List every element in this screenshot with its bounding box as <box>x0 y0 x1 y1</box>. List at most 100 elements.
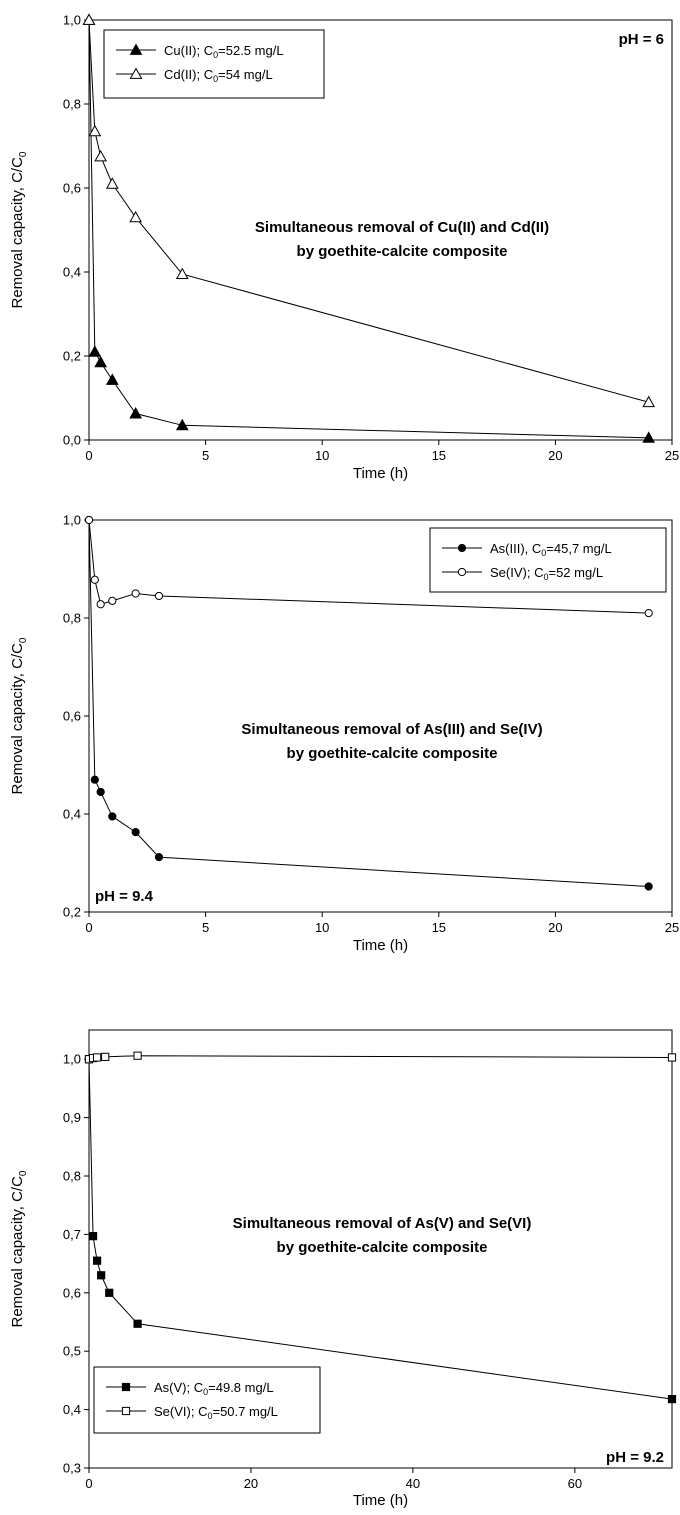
legend-entry: Cd(II); C0=54 mg/L <box>164 67 273 84</box>
ph-label: pH = 9.4 <box>95 888 154 905</box>
x-tick-label: 5 <box>202 448 209 463</box>
series-1-point <box>133 1319 142 1328</box>
x-tick-label: 15 <box>432 448 446 463</box>
x-tick-label: 0 <box>85 448 92 463</box>
series-1-point <box>154 853 164 862</box>
legend-box <box>93 1366 321 1434</box>
y-tick-label: 0,6 <box>63 1285 81 1300</box>
series-2-point <box>92 1053 102 1062</box>
legend-entry: Se(IV); C0=52 mg/L <box>490 565 603 582</box>
series-1-point <box>105 373 119 385</box>
y-tick-label: 0,8 <box>63 1169 81 1184</box>
legend-entry: Se(VI); C0=50.7 mg/L <box>154 1404 278 1421</box>
legend-entry: Cu(II); C0=52.5 mg/L <box>164 43 284 60</box>
series-1-point <box>129 407 142 419</box>
x-tick-label: 25 <box>665 448 679 463</box>
series-1-point <box>96 787 105 797</box>
y-tick-label: 0,4 <box>63 265 81 280</box>
series-2-point <box>105 177 119 189</box>
series-2-point <box>667 1053 677 1062</box>
y-tick-label: 0,4 <box>63 807 81 822</box>
series-2-point <box>642 395 656 408</box>
series-2-point <box>133 1051 142 1060</box>
x-axis-title: Time (h) <box>353 465 408 482</box>
y-tick-label: 0,6 <box>63 181 81 196</box>
y-tick-label: 0,4 <box>63 1402 81 1417</box>
x-tick-label: 20 <box>548 920 562 935</box>
x-axis-title: Time (h) <box>353 1492 408 1509</box>
x-tick-label: 10 <box>315 920 329 935</box>
series-1-point <box>642 431 656 443</box>
x-tick-label: 20 <box>244 1476 258 1491</box>
y-axis-title: Removal capacity, C/C0 <box>9 151 29 308</box>
y-tick-label: 0,2 <box>63 905 81 920</box>
chart-1: 0 5 10 15 20 25 0,0 0,2 0,4 0,6 0,8 1,0 Time (h) Remo… <box>9 13 679 483</box>
series-2-point <box>101 1052 110 1061</box>
series-2-point <box>94 149 108 162</box>
series-1-point <box>131 828 140 837</box>
y-tick-label: 0,9 <box>63 1110 81 1125</box>
annotation-line-1: Simultaneous removal of As(III) and Se(I… <box>241 721 542 738</box>
series-2-point <box>175 267 189 279</box>
y-tick-label: 0,3 <box>63 1461 81 1476</box>
legend-marker <box>129 43 143 55</box>
y-tick-label: 0,5 <box>63 1344 81 1359</box>
y-tick-label: 0,8 <box>63 97 81 112</box>
y-tick-label: 0,0 <box>63 433 81 448</box>
series-2-point <box>129 210 142 223</box>
series-1-point <box>667 1394 677 1404</box>
series-line-2 <box>88 1055 673 1060</box>
legend-marker <box>121 1382 131 1392</box>
plot-frame <box>88 19 673 441</box>
x-tick-label: 60 <box>568 1476 582 1491</box>
y-tick-label: 1,0 <box>63 13 81 28</box>
legend-entry: As(III), C0=45,7 mg/L <box>490 541 612 558</box>
legend-marker <box>129 67 143 79</box>
ph-label: pH = 6 <box>619 31 664 48</box>
annotation-line-1: Simultaneous removal of Cu(II) and Cd(II… <box>255 219 549 236</box>
x-tick-label: 10 <box>315 448 329 463</box>
series-2-point <box>96 600 105 609</box>
legend-marker <box>457 567 467 577</box>
series-1-point <box>92 1256 102 1265</box>
series-1-point <box>88 1232 98 1241</box>
y-tick-label: 0,8 <box>63 611 81 626</box>
series-1-point <box>94 355 108 368</box>
x-tick-label: 5 <box>202 920 209 935</box>
x-axis-title: Time (h) <box>353 937 408 954</box>
y-axis-title: Removal capacity, C/C0 <box>9 1170 29 1327</box>
series-2-point <box>154 591 164 601</box>
series-1-point <box>175 418 189 431</box>
series-2-point <box>82 13 96 25</box>
series-1-point <box>88 345 102 357</box>
series-2-point <box>84 515 94 525</box>
series-2-point <box>90 575 99 584</box>
y-tick-label: 0,7 <box>63 1227 81 1242</box>
plot-frame <box>88 1029 673 1469</box>
x-tick-label: 40 <box>406 1476 420 1491</box>
annotation-line-2: by goethite-calcite composite <box>287 745 498 762</box>
series-1-point <box>105 1288 114 1297</box>
series-1-point <box>108 812 117 821</box>
x-tick-label: 15 <box>432 920 446 935</box>
series-2-point <box>131 589 140 598</box>
y-tick-label: 1,0 <box>63 513 81 528</box>
y-tick-label: 1,0 <box>63 1052 81 1067</box>
series-1-point <box>97 1271 106 1280</box>
y-tick-label: 0,6 <box>63 709 81 724</box>
x-tick-label: 25 <box>665 920 679 935</box>
series-2-point <box>88 124 102 137</box>
legend-marker <box>457 543 467 553</box>
legend-box <box>429 527 667 593</box>
chart-3: 0 20 40 60 0,3 0,4 0,5 0,6 0,7 0,8 0,9 1,0 Time (h) R… <box>9 1029 677 1509</box>
annotation-line-1: Simultaneous removal of As(V) and Se(VI) <box>233 1215 532 1232</box>
y-tick-label: 0,2 <box>63 349 81 364</box>
ph-label: pH = 9.2 <box>606 1449 664 1466</box>
annotation-line-2: by goethite-calcite composite <box>297 243 508 260</box>
series-2-point <box>108 596 117 605</box>
legend-entry: As(V); C0=49.8 mg/L <box>154 1380 274 1397</box>
series-1-point <box>90 775 99 784</box>
chart-2: 0 5 10 15 20 25 0,2 0,4 0,6 0,8 1,0 Time (h) Removal… <box>9 513 679 955</box>
legend-box <box>103 29 325 99</box>
